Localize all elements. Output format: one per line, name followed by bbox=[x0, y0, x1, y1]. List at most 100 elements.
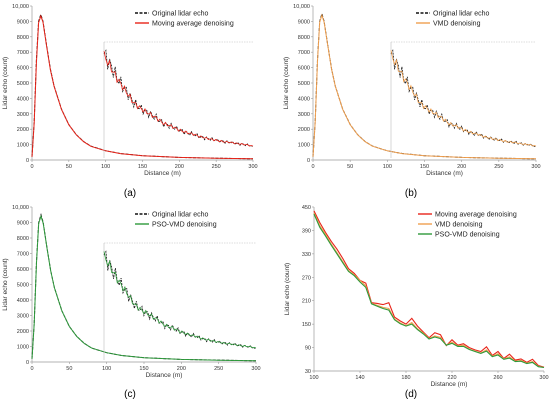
y-tick-label: 4000 bbox=[17, 96, 29, 102]
x-axis-label: Distance (m) bbox=[146, 372, 183, 379]
y-tick-label: 30 bbox=[305, 369, 311, 375]
x-tick-label: 260 bbox=[493, 375, 502, 381]
x-axis-label: Distance (m) bbox=[144, 170, 181, 177]
panel-a: 0 50 100 150 200 250 3000100020003000400050006… bbox=[2, 4, 258, 199]
y-tick-label: 10,000 bbox=[12, 4, 29, 10]
y-tick-label: 4000 bbox=[17, 298, 29, 304]
y-tick-label: 8000 bbox=[298, 35, 310, 41]
y-tick-label: 330 bbox=[302, 252, 311, 258]
x-axis-label: Distance (m) bbox=[431, 381, 468, 388]
y-tick-label: 450 bbox=[302, 205, 311, 211]
series-line-2 bbox=[313, 213, 545, 369]
series-line-0 bbox=[31, 12, 254, 160]
panel-label: (d) bbox=[405, 389, 417, 400]
legend-entry-label: Original lidar echo bbox=[433, 11, 490, 18]
inset-series-line-1 bbox=[103, 251, 257, 349]
y-axis-label: Lidar echo (count) bbox=[284, 263, 291, 315]
x-axis-label: Distance (m) bbox=[426, 170, 463, 177]
y-tick-label: 4000 bbox=[298, 96, 310, 102]
x-tick-label: 200 bbox=[177, 366, 186, 372]
x-tick-label: 50 bbox=[66, 366, 72, 372]
legend-entry-label: PSO-VMD denoising bbox=[435, 232, 500, 239]
y-tick-label: 9000 bbox=[298, 19, 310, 25]
series-line-0 bbox=[313, 210, 545, 368]
x-tick-label: 150 bbox=[420, 164, 429, 170]
inset-series-line-0 bbox=[103, 250, 257, 349]
series-line-1 bbox=[313, 212, 545, 369]
y-tick-label: 8000 bbox=[17, 35, 29, 41]
y-tick-label: 6000 bbox=[17, 267, 29, 273]
y-tick-label: 7000 bbox=[17, 50, 29, 56]
y-axis-label: Lidar echo (count) bbox=[2, 57, 9, 109]
y-tick-label: 390 bbox=[302, 228, 311, 234]
x-tick-label: 300 bbox=[539, 375, 548, 381]
x-tick-label: 150 bbox=[138, 164, 147, 170]
x-tick-label: 150 bbox=[139, 366, 148, 372]
x-tick-label: 50 bbox=[347, 164, 353, 170]
y-tick-label: 7000 bbox=[298, 50, 310, 56]
y-tick-label: 1000 bbox=[17, 345, 29, 351]
panel-label: (b) bbox=[405, 188, 417, 199]
x-tick-label: 50 bbox=[66, 164, 72, 170]
y-tick-label: 1000 bbox=[17, 143, 29, 149]
y-tick-label: 0 bbox=[26, 158, 29, 164]
x-tick-label: 250 bbox=[212, 164, 221, 170]
y-tick-label: 90 bbox=[305, 346, 311, 352]
x-tick-label: 220 bbox=[447, 375, 456, 381]
y-tick-label: 6000 bbox=[298, 66, 310, 72]
inset-series-line-0 bbox=[390, 49, 537, 147]
y-tick-label: 8000 bbox=[17, 236, 29, 242]
x-tick-label: 0 bbox=[311, 164, 314, 170]
inset-series-line-1 bbox=[390, 50, 537, 147]
panel-label: (a) bbox=[124, 188, 136, 199]
inset-series-line-1 bbox=[103, 51, 254, 147]
x-tick-label: 300 bbox=[531, 164, 540, 170]
panel-b: 0 50 100 150 200 250 3000100020003000400050006… bbox=[283, 4, 541, 199]
x-tick-label: 180 bbox=[401, 375, 410, 381]
y-tick-label: 3000 bbox=[298, 112, 310, 118]
y-tick-label: 6000 bbox=[17, 66, 29, 72]
y-tick-label: 210 bbox=[302, 299, 311, 305]
x-tick-label: 100 bbox=[309, 375, 318, 381]
series-line-0 bbox=[31, 213, 257, 362]
y-tick-label: 5000 bbox=[17, 283, 29, 289]
legend-entry-label: VMD denoising bbox=[433, 21, 481, 28]
y-tick-label: 9000 bbox=[17, 221, 29, 227]
y-axis-label: Lidar echo (count) bbox=[283, 57, 290, 109]
legend-entry-label: Original lidar echo bbox=[152, 212, 209, 219]
legend-entry-label: Moving average denoising bbox=[152, 21, 234, 28]
series-line-1 bbox=[31, 214, 257, 362]
y-tick-label: 5000 bbox=[17, 81, 29, 87]
x-tick-label: 0 bbox=[30, 366, 33, 372]
y-tick-label: 1000 bbox=[298, 143, 310, 149]
y-tick-label: 9000 bbox=[17, 19, 29, 25]
x-tick-label: 200 bbox=[457, 164, 466, 170]
panel-d: 100 140 180 220 260 300 30 90 150 210 270 330 390 450… bbox=[284, 205, 549, 400]
series-line-1 bbox=[31, 14, 254, 160]
y-axis-label: Lidar echo (count) bbox=[2, 258, 9, 310]
legend-entry-label: VMD denoising bbox=[435, 222, 483, 229]
x-tick-label: 0 bbox=[30, 164, 33, 170]
x-tick-label: 100 bbox=[102, 366, 111, 372]
y-tick-label: 0 bbox=[307, 158, 310, 164]
x-tick-label: 100 bbox=[383, 164, 392, 170]
y-tick-label: 10,000 bbox=[293, 4, 310, 10]
x-tick-label: 200 bbox=[175, 164, 184, 170]
x-tick-label: 140 bbox=[355, 375, 364, 381]
y-tick-label: 7000 bbox=[17, 252, 29, 258]
y-tick-label: 10,000 bbox=[12, 205, 29, 211]
y-tick-label: 0 bbox=[26, 360, 29, 366]
x-tick-label: 250 bbox=[214, 366, 223, 372]
x-tick-label: 300 bbox=[248, 164, 257, 170]
legend-entry-label: Moving average denoising bbox=[435, 212, 517, 219]
x-tick-label: 300 bbox=[251, 366, 260, 372]
legend-entry-label: Original lidar echo bbox=[152, 11, 209, 18]
x-tick-label: 250 bbox=[494, 164, 503, 170]
y-tick-label: 270 bbox=[302, 275, 311, 281]
y-tick-label: 3000 bbox=[17, 314, 29, 320]
y-tick-label: 2000 bbox=[17, 329, 29, 335]
x-tick-label: 100 bbox=[101, 164, 110, 170]
y-tick-label: 150 bbox=[302, 322, 311, 328]
series-line-0 bbox=[312, 11, 537, 160]
